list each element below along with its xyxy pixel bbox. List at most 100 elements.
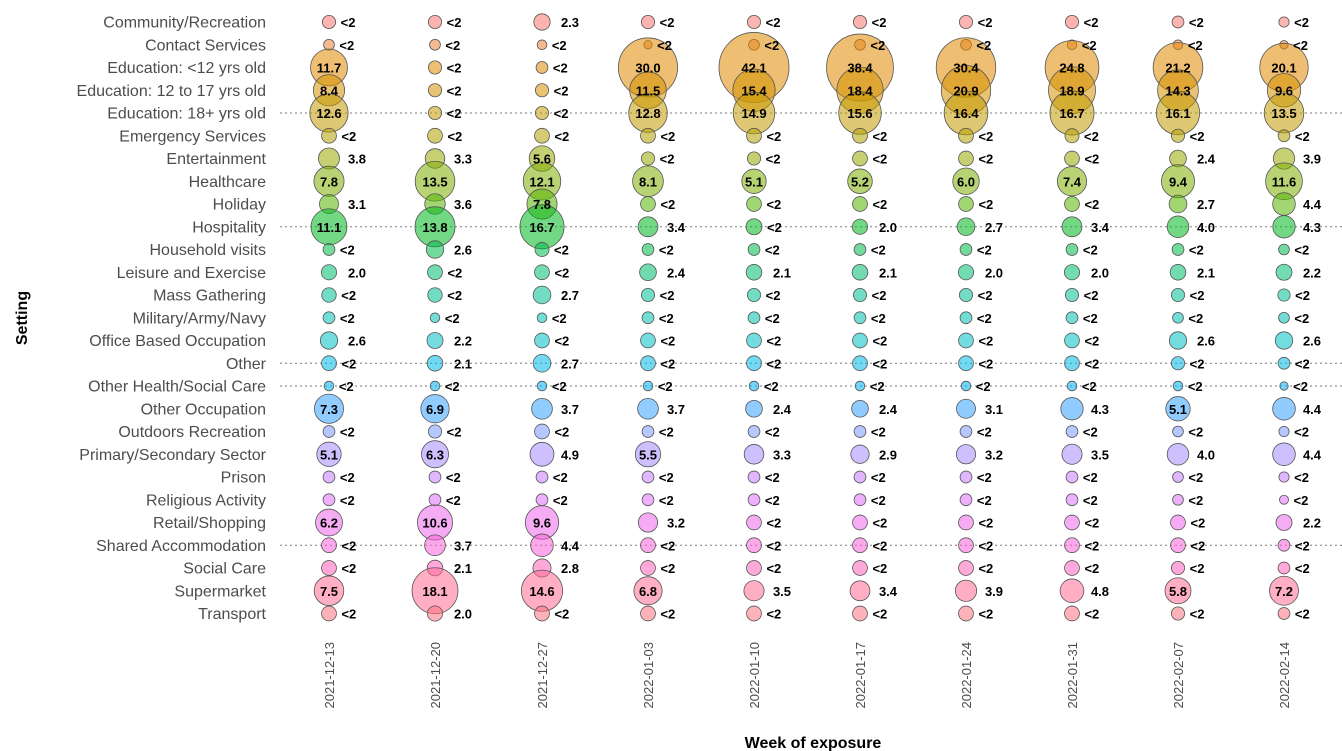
bubble-point	[1165, 396, 1191, 422]
data-label: 2.6	[1303, 334, 1321, 349]
bubble-point	[426, 605, 444, 622]
bubble-point	[1269, 575, 1299, 606]
bubble-point	[1170, 356, 1186, 371]
data-label: <2	[1083, 425, 1098, 440]
bubble-point	[1064, 605, 1080, 622]
data-label: 2.1	[454, 356, 472, 371]
data-label: <2	[660, 288, 675, 303]
data-label: <2	[339, 38, 354, 53]
data-label: <2	[766, 197, 781, 212]
bubble-point	[1064, 287, 1080, 303]
data-label: 38.4	[847, 61, 873, 76]
bubble-point	[641, 493, 655, 507]
bubble-point	[532, 285, 552, 305]
bubble-point	[640, 287, 656, 303]
data-label: <2	[447, 15, 462, 30]
data-label: 20.9	[953, 83, 978, 98]
data-label: <2	[872, 152, 887, 167]
data-label: 4.4	[561, 538, 580, 553]
y-tick-label: Hospitality	[192, 219, 266, 236]
data-label: <2	[340, 425, 355, 440]
data-label: 6.0	[957, 174, 975, 189]
bubble-point	[429, 38, 441, 51]
data-label: <2	[1084, 152, 1099, 167]
data-label: 5.1	[320, 447, 338, 462]
bubble-point	[745, 399, 763, 418]
bubble-point	[847, 168, 873, 194]
data-label: 5.1	[1169, 402, 1187, 417]
bubble-point	[958, 332, 974, 349]
data-label: <2	[977, 493, 992, 508]
bubble-point	[1168, 194, 1188, 214]
data-label: <2	[871, 243, 886, 258]
y-tick-label: Holiday	[213, 197, 266, 214]
bubble-point	[534, 127, 550, 144]
bubble-point	[745, 218, 763, 236]
bubble-point	[852, 605, 868, 622]
bubble-point	[957, 264, 975, 281]
data-label: <2	[872, 129, 887, 144]
y-tick-labels: Community/Recreation Contact Services Educ…	[77, 15, 267, 624]
x-tick-label: 2022-01-10	[747, 642, 762, 709]
data-label: <2	[554, 265, 569, 280]
data-label: <2	[977, 243, 992, 258]
y-tick-label: Education: <12 yrs old	[107, 60, 266, 77]
bubble-point	[1172, 471, 1184, 483]
bubble-point	[1279, 494, 1289, 505]
bubble-point	[534, 605, 550, 622]
x-tick-label: 2021-12-13	[322, 642, 337, 709]
data-label: 2.1	[454, 561, 472, 576]
bubble-point	[1059, 578, 1085, 603]
bubble-point	[640, 355, 656, 372]
data-label: <2	[1082, 38, 1097, 53]
data-label: 6.2	[320, 516, 338, 531]
data-label: <2	[447, 425, 462, 440]
data-label: <2	[766, 516, 781, 531]
data-label: <2	[659, 243, 674, 258]
data-label: 18.9	[1059, 83, 1084, 98]
y-tick-label: Contact Services	[145, 37, 266, 54]
data-label: 4.0	[1197, 447, 1215, 462]
data-label: <2	[657, 38, 672, 53]
data-label: 2.0	[454, 607, 472, 622]
data-label: <2	[445, 38, 460, 53]
bubble-point	[1277, 129, 1291, 143]
data-label: <2	[976, 38, 991, 53]
bubble-point	[746, 605, 762, 622]
data-label: 4.3	[1091, 402, 1109, 417]
data-label: 12.1	[529, 174, 554, 189]
bubble-point	[747, 311, 761, 325]
bubble-point	[536, 380, 548, 392]
bubble-point	[640, 537, 656, 554]
data-label: <2	[1084, 129, 1099, 144]
data-label: 2.0	[985, 265, 1003, 280]
data-label: 11.7	[317, 61, 342, 76]
bubble-point	[429, 380, 441, 392]
bubble-point	[534, 83, 550, 98]
data-label: 30.4	[953, 61, 979, 76]
bubble-point	[1277, 538, 1291, 552]
bubble-point	[536, 312, 548, 323]
data-label: <2	[1295, 129, 1310, 144]
data-label: 2.2	[1303, 265, 1321, 280]
data-label: <2	[554, 607, 569, 622]
bubble-point	[1170, 606, 1186, 621]
data-label: <2	[976, 379, 991, 394]
bubble-point	[1277, 561, 1291, 575]
bubble-point	[1170, 128, 1186, 143]
bubble-point	[1275, 263, 1293, 281]
data-label: 3.2	[985, 447, 1003, 462]
bubble-point	[1065, 425, 1079, 438]
bubble-point	[959, 243, 973, 256]
y-tick-label: Other Occupation	[141, 401, 266, 418]
bubble-point	[641, 243, 655, 256]
x-axis-title: Week of exposure	[745, 735, 882, 751]
data-label: <2	[445, 379, 460, 394]
data-label: 2.0	[879, 220, 897, 235]
bubble-point	[1172, 425, 1184, 438]
data-label: 42.1	[741, 61, 766, 76]
data-label: <2	[765, 493, 780, 508]
y-tick-label: Shared Accommodation	[96, 538, 266, 555]
data-label: <2	[1294, 425, 1309, 440]
data-label: <2	[553, 470, 568, 485]
